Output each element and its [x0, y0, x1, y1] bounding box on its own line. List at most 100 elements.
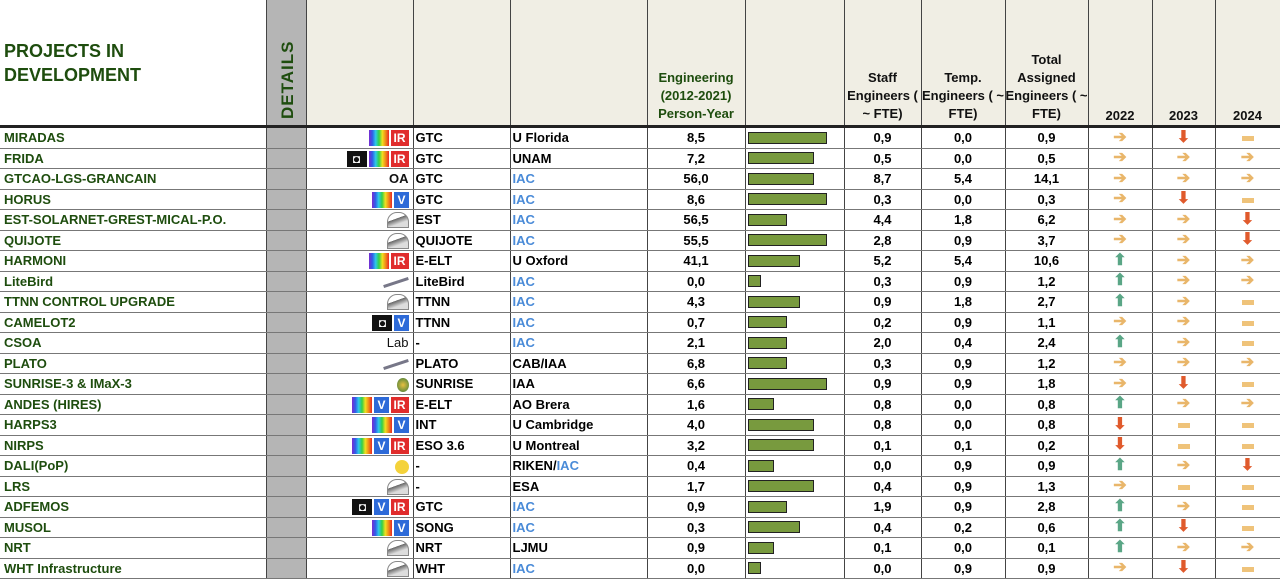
bar-cell: [745, 291, 845, 313]
project-name[interactable]: MUSOL: [0, 517, 267, 538]
trend-up-icon: ⬆: [1113, 395, 1127, 413]
spectrum-icon: [372, 191, 393, 208]
table-row: QUIJOTE QUIJOTE IAC 55,5 2,8 0,9 3,7 ➔ ➔ ⬇: [0, 230, 1280, 251]
trend-cell-2022: ➔: [1088, 168, 1153, 190]
project-name[interactable]: CAMELOT2: [0, 312, 267, 333]
total-cell: 0,3: [1005, 189, 1089, 210]
temp-cell: 0,0: [921, 126, 1006, 149]
telescope-cell: INT: [413, 414, 511, 436]
person-year-cell: 0,0: [647, 271, 746, 292]
blank-header: [745, 0, 845, 128]
temp-cell: 5,4: [921, 250, 1006, 272]
project-name[interactable]: QUIJOTE: [0, 230, 267, 251]
project-name[interactable]: PLATO: [0, 353, 267, 374]
project-name[interactable]: ANDES (HIRES): [0, 394, 267, 415]
details-cell: [266, 476, 307, 497]
table-row: SUNRISE-3 & IMaX-3 SUNRISE IAA 6,6 0,9 0,9 1,8…: [0, 373, 1280, 395]
trend-cell-2022: ⬆: [1088, 271, 1153, 292]
project-name[interactable]: HARPS3: [0, 414, 267, 436]
project-name[interactable]: ADFEMOS: [0, 496, 267, 518]
temp-cell: 0,2: [921, 517, 1006, 538]
telescope-cell: TTNN: [413, 312, 511, 333]
visible-badge-icon: V: [394, 519, 409, 536]
visible-badge-icon: V: [394, 191, 409, 208]
project-name[interactable]: HARMONI: [0, 250, 267, 272]
person-year-cell: 0,7: [647, 312, 746, 333]
lightbulb-icon: [394, 459, 409, 474]
person-year-bar: [747, 377, 827, 390]
project-name[interactable]: HORUS: [0, 189, 267, 210]
lab-icon: Lab: [386, 335, 409, 351]
spectrum-icon: [368, 253, 389, 270]
bar-cell: [745, 455, 845, 477]
telescope-cell: LiteBird: [413, 271, 511, 292]
trend-cell-2024: [1215, 291, 1280, 313]
telescope-cell: GTC: [413, 126, 511, 149]
person-year-bar: [747, 275, 761, 288]
project-name[interactable]: GTCAO-LGS-GRANCAIN: [0, 168, 267, 190]
trend-right-icon: ➔: [1113, 149, 1127, 167]
person-year-cell: 4,0: [647, 414, 746, 436]
person-year-bar: [747, 131, 827, 144]
total-cell: 6,2: [1005, 209, 1089, 231]
trend-right-icon: ➔: [1240, 354, 1255, 372]
spectrum-icon: [372, 417, 393, 434]
bar-cell: [745, 435, 845, 456]
project-name[interactable]: LRS: [0, 476, 267, 497]
staff-cell: 0,4: [844, 476, 922, 497]
visible-badge-icon: V: [394, 314, 409, 331]
telescope-cell: -: [413, 455, 511, 477]
trend-right-icon: ➔: [1176, 272, 1191, 290]
temp-cell: 1,8: [921, 209, 1006, 231]
table-row: MUSOL V SONG IAC 0,3 0,4 0,2 0,6 ⬆ ⬇: [0, 517, 1280, 538]
project-name[interactable]: LiteBird: [0, 271, 267, 292]
telescope-dome-icon: [386, 540, 409, 557]
visible-badge-icon: V: [394, 417, 409, 434]
staff-cell: 1,9: [844, 496, 922, 518]
telescope-dome-icon: [386, 212, 409, 229]
details-cell: [266, 312, 307, 333]
person-year-bar: [747, 439, 814, 452]
project-name[interactable]: CSOA: [0, 332, 267, 354]
project-name[interactable]: SUNRISE-3 & IMaX-3: [0, 373, 267, 395]
person-year-cell: 55,5: [647, 230, 746, 251]
institution-cell: U Cambridge: [510, 414, 648, 436]
temp-cell: 0,0: [921, 189, 1006, 210]
project-name[interactable]: WHT Infrastructure: [0, 558, 267, 579]
telescope-cell: EST: [413, 209, 511, 231]
visible-badge-icon: V: [374, 437, 389, 454]
blank-header: [306, 0, 414, 128]
institution-name: IAC: [512, 335, 535, 351]
staff-cell: 4,4: [844, 209, 922, 231]
project-name[interactable]: EST-SOLARNET-GREST-MICAL-P.O.: [0, 209, 267, 231]
trend-cell-2022: ➔: [1088, 230, 1153, 251]
radio-telescope-icon: [386, 232, 409, 249]
project-name[interactable]: MIRADAS: [0, 126, 267, 149]
institution-cell: IAC: [510, 496, 648, 518]
person-year-cell: 8,5: [647, 126, 746, 149]
table-row: NIRPS V IR ESO 3.6 U Montreal 3,2 0,1 0,1 0,2 ⬇: [0, 435, 1280, 456]
table-row: ANDES (HIRES) V IR E-ELT AO Brera 1,6 0,8 0,0 0,…: [0, 394, 1280, 415]
project-name[interactable]: NIRPS: [0, 435, 267, 456]
blank-header: [510, 0, 648, 128]
trend-flat-icon: [1241, 136, 1254, 142]
institution-name: IAC: [512, 191, 535, 207]
trend-flat-icon: [1241, 423, 1254, 429]
adaptive-optics-icon: OA: [389, 171, 409, 187]
telescope-dome-icon: [386, 560, 409, 577]
trend-right-icon: ➔: [1113, 374, 1127, 392]
project-name[interactable]: TTNN CONTROL UPGRADE: [0, 291, 267, 313]
trend-cell-2024: ➔: [1215, 394, 1280, 415]
staff-header: Staff Engineers ( ~ FTE): [844, 0, 922, 128]
trend-right-icon: ➔: [1176, 292, 1191, 310]
trend-flat-icon: [1241, 505, 1254, 511]
project-name[interactable]: DALI(PoP): [0, 455, 267, 477]
institution-cell: IAC: [510, 517, 648, 538]
total-cell: 0,5: [1005, 148, 1089, 169]
trend-flat-icon: [1241, 525, 1254, 531]
bar-cell: [745, 517, 845, 538]
project-name[interactable]: FRIDA: [0, 148, 267, 169]
total-cell: 1,2: [1005, 353, 1089, 374]
institution-cell: IAC: [510, 168, 648, 190]
telescope-cell: WHT: [413, 558, 511, 579]
